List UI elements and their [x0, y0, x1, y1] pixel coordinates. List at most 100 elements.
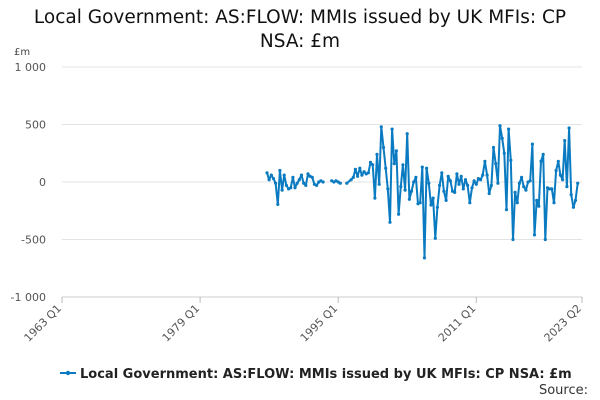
data-point[interactable]	[394, 149, 398, 153]
data-point[interactable]	[399, 185, 403, 189]
data-point[interactable]	[457, 182, 461, 186]
data-point[interactable]	[276, 202, 280, 206]
data-point[interactable]	[338, 181, 342, 185]
data-point[interactable]	[295, 181, 299, 185]
data-point[interactable]	[446, 174, 450, 178]
data-point[interactable]	[390, 127, 394, 131]
data-point[interactable]	[444, 198, 448, 202]
data-point[interactable]	[563, 139, 567, 143]
data-point[interactable]	[569, 193, 573, 197]
data-point[interactable]	[481, 173, 485, 177]
data-point[interactable]	[511, 237, 515, 242]
data-point[interactable]	[494, 162, 498, 166]
data-point[interactable]	[269, 173, 273, 177]
data-point[interactable]	[377, 182, 381, 186]
data-point[interactable]	[496, 181, 500, 185]
data-point[interactable]	[345, 181, 349, 185]
data-point[interactable]	[435, 205, 439, 209]
data-point[interactable]	[541, 152, 545, 156]
data-point[interactable]	[356, 174, 360, 178]
data-point[interactable]	[360, 173, 364, 177]
data-point[interactable]	[403, 188, 407, 192]
data-point[interactable]	[461, 187, 465, 191]
data-point[interactable]	[274, 181, 278, 185]
data-point[interactable]	[315, 183, 319, 187]
data-point[interactable]	[373, 196, 377, 200]
data-point[interactable]	[412, 180, 416, 184]
data-point[interactable]	[282, 173, 286, 177]
data-point[interactable]	[381, 145, 386, 150]
data-point[interactable]	[532, 233, 537, 237]
data-point[interactable]	[271, 177, 276, 181]
data-point[interactable]	[293, 186, 297, 190]
data-point[interactable]	[554, 168, 558, 173]
data-point[interactable]	[470, 186, 474, 190]
data-point[interactable]	[530, 142, 535, 146]
data-point[interactable]	[306, 172, 310, 176]
data-point[interactable]	[405, 132, 409, 136]
data-point[interactable]	[500, 136, 504, 140]
data-point[interactable]	[302, 181, 306, 185]
data-point[interactable]	[442, 189, 446, 193]
data-point[interactable]	[349, 178, 353, 182]
data-point[interactable]	[472, 179, 476, 183]
data-point[interactable]	[479, 178, 483, 182]
data-point[interactable]	[353, 167, 357, 171]
data-point[interactable]	[351, 175, 355, 179]
data-point[interactable]	[280, 188, 284, 192]
data-point[interactable]	[571, 205, 576, 209]
data-point[interactable]	[440, 171, 444, 175]
data-point[interactable]	[459, 174, 463, 178]
data-point[interactable]	[474, 182, 478, 186]
data-point[interactable]	[422, 256, 427, 260]
data-point[interactable]	[425, 166, 429, 170]
data-point[interactable]	[522, 185, 526, 189]
data-point[interactable]	[414, 175, 418, 179]
data-point[interactable]	[468, 201, 472, 205]
data-point[interactable]	[567, 126, 571, 130]
data-point[interactable]	[267, 178, 271, 182]
data-point[interactable]	[289, 186, 293, 190]
data-point[interactable]	[535, 198, 539, 202]
data-point[interactable]	[537, 204, 541, 208]
data-point[interactable]	[297, 178, 301, 182]
data-point[interactable]	[489, 183, 493, 187]
data-point[interactable]	[507, 127, 511, 131]
data-point[interactable]	[418, 201, 422, 205]
data-point[interactable]	[485, 173, 489, 177]
data-point[interactable]	[386, 187, 390, 191]
data-point[interactable]	[321, 180, 325, 184]
data-point[interactable]	[420, 165, 424, 169]
data-point[interactable]	[392, 162, 396, 166]
data-point[interactable]	[362, 170, 366, 174]
data-point[interactable]	[401, 163, 405, 167]
data-point[interactable]	[524, 188, 528, 192]
data-point[interactable]	[528, 179, 532, 183]
data-point[interactable]	[556, 159, 560, 163]
data-point[interactable]	[558, 173, 563, 177]
data-point[interactable]	[431, 196, 435, 200]
data-point[interactable]	[515, 201, 519, 205]
data-point[interactable]	[291, 175, 295, 179]
data-point[interactable]	[284, 183, 288, 187]
data-point[interactable]	[561, 178, 565, 182]
data-point[interactable]	[483, 159, 487, 163]
data-point[interactable]	[304, 183, 308, 187]
data-point[interactable]	[576, 181, 580, 185]
data-point[interactable]	[278, 168, 282, 173]
data-point[interactable]	[299, 173, 304, 177]
data-point[interactable]	[520, 175, 524, 179]
data-point[interactable]	[487, 191, 491, 196]
data-point[interactable]	[433, 236, 437, 240]
data-point[interactable]	[548, 187, 552, 191]
data-point[interactable]	[384, 166, 388, 170]
data-point[interactable]	[491, 145, 496, 150]
data-point[interactable]	[498, 124, 502, 128]
data-point[interactable]	[509, 158, 513, 162]
data-point[interactable]	[448, 179, 452, 183]
data-point[interactable]	[310, 175, 314, 179]
data-point[interactable]	[504, 208, 509, 212]
data-point[interactable]	[513, 190, 517, 194]
data-point[interactable]	[502, 151, 506, 155]
data-point[interactable]	[397, 212, 401, 216]
